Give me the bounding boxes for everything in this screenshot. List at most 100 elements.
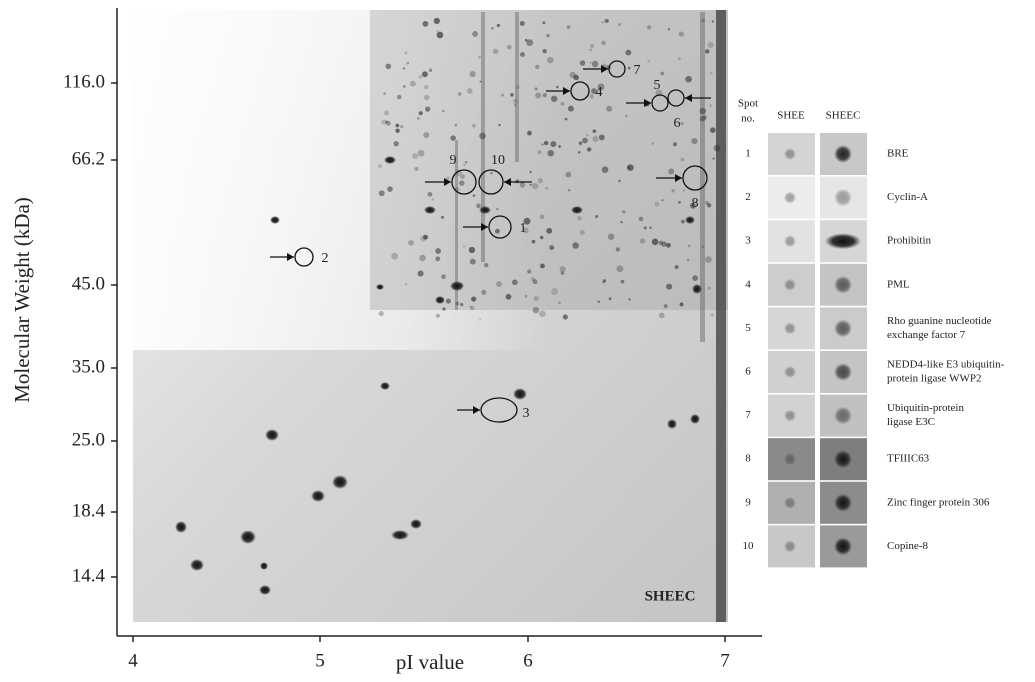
header-spot: no. bbox=[741, 113, 755, 125]
gel-spot bbox=[692, 275, 698, 281]
gel-spot bbox=[479, 318, 482, 321]
control-spot bbox=[784, 322, 796, 335]
gel-spot bbox=[712, 157, 715, 160]
spot-circle bbox=[667, 89, 685, 107]
sample-spot bbox=[834, 406, 852, 425]
sample-spot bbox=[834, 319, 852, 338]
x-tick-label: 7 bbox=[720, 650, 730, 671]
gel-spot bbox=[412, 153, 418, 159]
control-spot bbox=[784, 278, 796, 291]
gel-spot bbox=[618, 179, 621, 183]
gel-spot bbox=[442, 307, 446, 311]
gel-spot bbox=[544, 140, 549, 146]
gel-spot bbox=[490, 171, 493, 175]
gel-spot bbox=[425, 106, 431, 112]
gel-spot bbox=[423, 132, 430, 138]
gel-spot bbox=[450, 281, 464, 291]
gel-spot bbox=[436, 31, 444, 39]
gel-spot bbox=[556, 85, 559, 89]
gel-spot bbox=[639, 238, 646, 244]
gel-streak bbox=[455, 140, 458, 310]
gel-spot bbox=[535, 64, 540, 70]
gel-spot bbox=[686, 259, 690, 262]
gel-spot bbox=[450, 135, 456, 141]
gel-spot bbox=[622, 210, 626, 214]
gel-spot bbox=[627, 66, 631, 70]
arrow-head bbox=[444, 178, 451, 186]
gel-spot bbox=[542, 21, 546, 25]
gel-spot bbox=[408, 239, 414, 246]
gel-spot bbox=[589, 61, 592, 64]
gel-spot bbox=[667, 419, 677, 429]
gel-spot bbox=[666, 283, 673, 290]
y-tick-label: 66.2 bbox=[72, 148, 105, 169]
gel-spot bbox=[332, 475, 348, 489]
gel-spot bbox=[492, 48, 499, 55]
gel-spot bbox=[542, 49, 547, 54]
gel-spot bbox=[484, 262, 489, 268]
gel-spot bbox=[671, 189, 675, 193]
y-tick-label: 116.0 bbox=[63, 71, 105, 92]
gel-spot bbox=[514, 104, 517, 107]
gel-spot bbox=[424, 94, 430, 101]
gel-spot bbox=[402, 67, 406, 70]
gel-spot bbox=[707, 41, 714, 48]
gel-spot bbox=[571, 206, 583, 214]
control-spot bbox=[784, 409, 796, 422]
arrow-head bbox=[601, 65, 608, 73]
gel-spot bbox=[417, 270, 424, 277]
gel-spot bbox=[589, 94, 594, 99]
gel-spot bbox=[527, 269, 532, 274]
control-spot bbox=[784, 496, 796, 509]
gel-spot bbox=[311, 490, 325, 502]
gel-spot bbox=[660, 71, 665, 76]
gel-spot bbox=[468, 246, 476, 254]
gel-spot bbox=[587, 147, 592, 152]
gel-spot bbox=[566, 25, 571, 30]
gel-spot bbox=[435, 296, 445, 304]
gel-spot bbox=[442, 110, 445, 113]
spot-label: 2 bbox=[322, 251, 329, 266]
gel-spot bbox=[690, 414, 700, 424]
gel-spot bbox=[378, 310, 384, 317]
gel-spot bbox=[649, 226, 652, 229]
spot-label: 1 bbox=[520, 221, 527, 236]
gel-spot bbox=[572, 242, 579, 249]
gel-spot bbox=[524, 38, 528, 42]
arrow-head bbox=[504, 178, 511, 186]
gel-spot bbox=[441, 274, 446, 280]
gel-spot bbox=[472, 31, 478, 37]
y-tick-label: 35.0 bbox=[72, 356, 105, 377]
spot-number: 2 bbox=[745, 191, 751, 203]
gel-spot bbox=[406, 61, 410, 65]
protein-name: Ubiquitin-protein bbox=[887, 402, 964, 414]
gel-spot bbox=[440, 215, 445, 219]
arrow-head bbox=[563, 87, 570, 95]
gel-spot bbox=[615, 247, 621, 252]
gel-spot bbox=[701, 18, 705, 23]
gel-spot bbox=[431, 198, 435, 201]
gel-spot bbox=[595, 214, 599, 218]
gel-spot bbox=[546, 227, 553, 234]
gel-spot bbox=[491, 27, 494, 30]
gel-spot bbox=[537, 150, 542, 155]
gel-spot bbox=[654, 201, 660, 207]
gel-spot bbox=[512, 98, 518, 104]
gel-spot bbox=[414, 166, 419, 171]
y-tick-label: 25.0 bbox=[72, 429, 105, 450]
gel-spot bbox=[702, 115, 707, 120]
spot-circle bbox=[451, 169, 477, 195]
gel-spot bbox=[421, 71, 428, 78]
gel-streak bbox=[700, 12, 705, 342]
gel-spot bbox=[606, 105, 613, 112]
spot-label: 7 bbox=[634, 63, 641, 78]
gel-spot bbox=[512, 279, 518, 286]
gel-spot bbox=[404, 51, 408, 55]
gel-spot bbox=[385, 120, 389, 124]
sample-spot bbox=[834, 450, 852, 469]
gel-spot bbox=[601, 21, 604, 24]
gel-spot bbox=[479, 206, 491, 214]
gel-spot bbox=[710, 127, 716, 133]
sample-spot bbox=[834, 363, 852, 381]
gel-spot bbox=[651, 142, 655, 145]
